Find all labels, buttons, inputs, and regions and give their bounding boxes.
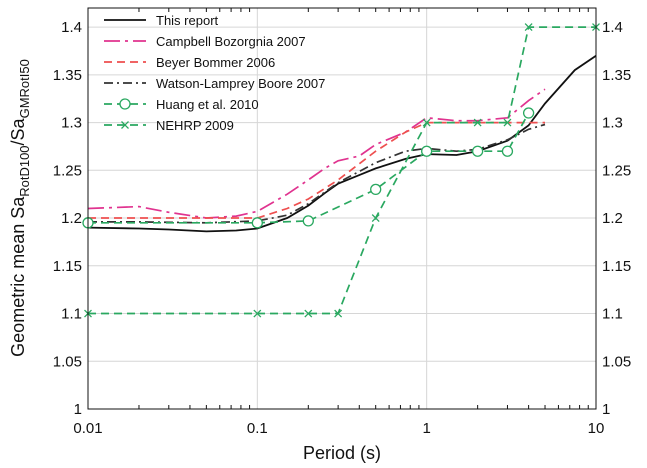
series-point-x: [253, 309, 262, 318]
y-tick-label-right: 1.35: [602, 67, 631, 84]
series-line-5: [88, 26, 596, 315]
series-point-x: [422, 118, 431, 127]
series-point-x: [334, 309, 343, 318]
legend-entry: Campbell Bozorgnia 2007: [104, 34, 306, 49]
series-line-2: [88, 121, 545, 219]
y-tick-label-left: 1.25: [53, 162, 82, 179]
legend-label: Watson-Lamprey Boore 2007: [156, 76, 325, 91]
y-tick-label-left: 1.15: [53, 258, 82, 275]
x-axis-label: Period (s): [303, 443, 381, 463]
y-tick-label-right: 1.4: [602, 19, 623, 36]
x-tick-label: 10: [588, 420, 605, 437]
ticks: 0.01 0.1 1 10 1 1 1.05 1.05 1.1 1.1 1.15 1.15 1.2 1.2…: [53, 8, 631, 437]
y-tick-label-left: 1.4: [61, 19, 82, 36]
series-line-0: [87, 54, 597, 233]
series-point-circle: [522, 107, 535, 119]
legend-entry: Beyer Bommer 2006: [104, 55, 275, 70]
legend-marker-x: [121, 121, 129, 129]
legend-entry: Watson-Lamprey Boore 2007: [104, 76, 325, 91]
y-tick-label-right: 1.15: [602, 258, 631, 275]
legend: This report Campbell Bozorgnia 2007 Beyer …: [104, 13, 325, 133]
legend-entry: Huang et al. 2010: [104, 97, 259, 112]
series-point-x: [524, 23, 533, 32]
series-point-x: [503, 118, 512, 127]
y-axis-label-sub2: GMRotI50: [17, 59, 32, 118]
series-point-circle: [421, 145, 433, 157]
y-tick-label-right: 1.2: [602, 210, 623, 227]
series-point-x: [473, 118, 482, 127]
y-tick-label-left: 1: [74, 401, 82, 418]
legend-entry: NEHRP 2009: [104, 118, 234, 133]
y-axis-label-sub1: RotD100: [17, 145, 32, 196]
y-axis-label: Geometric mean SaRotD100/SaGMRotI50: [8, 59, 32, 357]
legend-label: Huang et al. 2010: [156, 97, 259, 112]
y-tick-label-left: 1.1: [61, 306, 82, 323]
series-point-x: [304, 309, 313, 318]
legend-label: NEHRP 2009: [156, 118, 234, 133]
y-tick-label-left: 1.2: [61, 210, 82, 227]
series-point-circle: [370, 183, 382, 196]
series-point-circle: [471, 145, 484, 157]
x-tick-label: 0.01: [73, 420, 102, 437]
plot-frame: [87, 7, 597, 410]
y-axis-label-mid: /Sa: [8, 117, 28, 145]
series-point-circle: [302, 215, 314, 227]
y-axis-label-main: Geometric mean Sa: [8, 196, 28, 357]
y-tick-label-right: 1: [602, 401, 610, 418]
y-tick-label-right: 1.3: [602, 115, 623, 132]
y-tick-label-right: 1.25: [602, 162, 631, 179]
y-tick-label-left: 1.35: [53, 67, 82, 84]
y-tick-label-right: 1.05: [602, 353, 631, 370]
series-point-circle: [501, 145, 514, 157]
legend-label: Beyer Bommer 2006: [156, 55, 275, 70]
series-point-circle: [251, 217, 263, 229]
y-tick-label-left: 1.3: [61, 115, 82, 132]
x-tick-label: 1: [422, 420, 430, 437]
x-tick-label: 0.1: [247, 420, 268, 437]
legend-label: This report: [156, 13, 219, 28]
legend-marker-circle: [119, 98, 131, 110]
legend-label: Campbell Bozorgnia 2007: [156, 34, 306, 49]
y-tick-label-left: 1.05: [53, 353, 82, 370]
legend-entry: This report: [104, 13, 219, 28]
y-tick-label-right: 1.1: [602, 306, 623, 323]
series-point-x: [371, 214, 380, 223]
